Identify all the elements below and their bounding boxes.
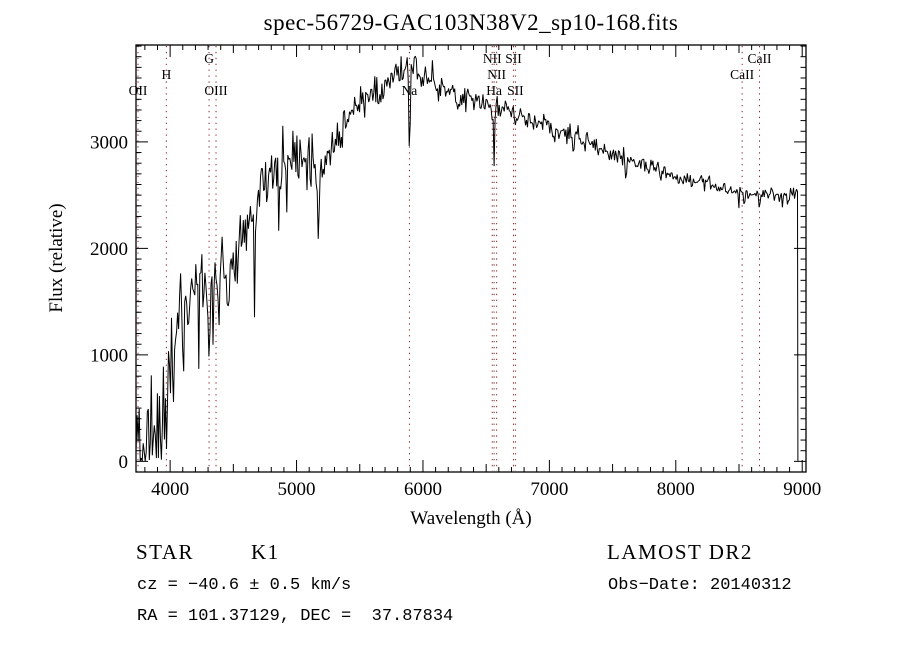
svg-text:3000: 3000 — [90, 132, 128, 153]
svg-text:7000: 7000 — [530, 479, 568, 500]
object-class-row: STAR K1 — [136, 540, 280, 565]
svg-text:SII: SII — [505, 51, 522, 66]
svg-text:CaII: CaII — [730, 67, 754, 82]
y-axis-title: Flux (relative) — [46, 203, 67, 312]
svg-text:CaII: CaII — [747, 51, 771, 66]
svg-text:6000: 6000 — [404, 479, 442, 500]
plot-axes-and-curve: 4000 5000 6000 7000 8000 9000 0 1000 2000 3000 OII… — [90, 44, 821, 500]
spectrum-plot: 4000 5000 6000 7000 8000 9000 0 1000 2000 3000 OII… — [46, 44, 821, 529]
svg-text:2000: 2000 — [90, 239, 128, 260]
svg-text:Na: Na — [402, 83, 418, 98]
svg-text:H: H — [161, 67, 171, 82]
svg-text:SII: SII — [507, 83, 524, 98]
object-subclass-label: K1 — [251, 540, 280, 564]
svg-text:4000: 4000 — [151, 479, 189, 500]
svg-text:NII: NII — [483, 51, 502, 66]
radec-row: RA = 101.37129, DEC = 37.87834 — [137, 607, 454, 626]
svg-text:5000: 5000 — [278, 479, 316, 500]
svg-text:G: G — [204, 51, 214, 66]
svg-text:1000: 1000 — [90, 345, 128, 366]
cz-row: cz = −40.6 ± 0.5 km/s — [137, 576, 352, 595]
plot-title: spec-56729-GAC103N38V2_sp10-168.fits — [263, 10, 679, 35]
object-class-label: STAR — [136, 540, 194, 564]
svg-text:OII: OII — [129, 83, 148, 98]
svg-text:8000: 8000 — [657, 479, 695, 500]
x-axis-title: Wavelength (Å) — [410, 508, 531, 529]
svg-text:9000: 9000 — [783, 479, 821, 500]
svg-text:0: 0 — [119, 452, 129, 473]
obsdate-row: Obs−Date: 20140312 — [608, 576, 792, 595]
svg-text:Ha: Ha — [486, 83, 502, 98]
svg-text:OIII: OIII — [204, 83, 228, 98]
svg-text:NII: NII — [487, 67, 506, 82]
survey-label: LAMOST DR2 — [607, 540, 753, 564]
